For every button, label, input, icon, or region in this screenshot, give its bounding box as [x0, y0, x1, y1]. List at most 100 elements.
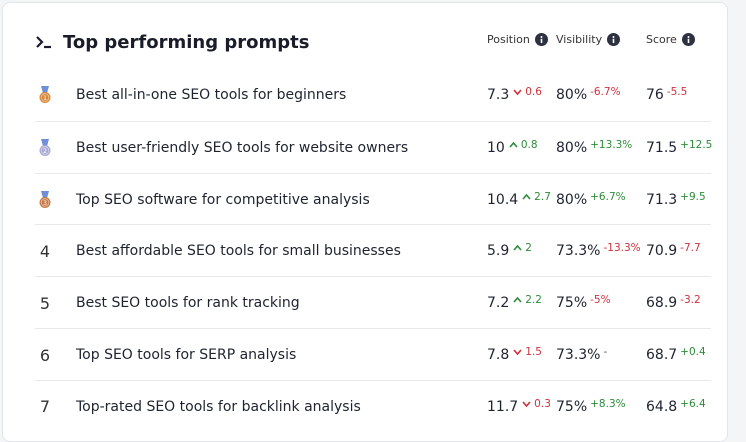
prompt-text: Best affordable SEO tools for small busi…: [76, 243, 401, 260]
visibility-cell: 73.3% -: [556, 329, 607, 381]
change: +6.7%: [590, 190, 626, 203]
change: -6.7%: [590, 86, 621, 98]
column-label: Position: [487, 33, 530, 46]
change: +12.5: [680, 138, 713, 151]
info-icon: [607, 33, 621, 46]
change: +9.5: [680, 190, 706, 203]
rank-number: 7: [39, 397, 51, 417]
change: +6.4: [680, 397, 706, 410]
trend-arrow: [513, 245, 522, 251]
visibility-cell: 75% +8.3%: [556, 381, 626, 433]
rank-number: 2: [43, 148, 47, 155]
change: -3.2: [680, 294, 701, 307]
prompt-row: 3 Top SEO software for competitive analys…: [35, 172, 711, 226]
rank: 4: [35, 225, 55, 277]
visibility-cell: 80% +13.3%: [556, 122, 632, 174]
score-value: 70.9: [646, 243, 678, 260]
trend-arrow: [509, 141, 518, 148]
change: -5.5: [666, 86, 688, 98]
position-value: 7.2: [487, 295, 510, 312]
change: 0.3: [534, 397, 551, 410]
change: -7.7: [680, 242, 701, 255]
change: 1.5: [525, 346, 542, 358]
card: Top performing prompts Position Visibilit…: [2, 2, 728, 442]
rank-number: 6: [39, 345, 51, 365]
column-header: Visibility: [556, 33, 621, 46]
info-icon: [681, 33, 695, 46]
rank: 1: [35, 69, 55, 121]
prompt-icon: [36, 36, 51, 49]
score-cell: 68.7 +0.4: [646, 329, 706, 381]
position-cell: 10 0.8: [487, 122, 538, 174]
position-value: 5.9: [487, 243, 510, 260]
score-cell: 71.3 +9.5: [646, 174, 706, 226]
medal: 2: [39, 138, 51, 156]
prompt-text: Top SEO tools for SERP analysis: [76, 347, 297, 363]
visibility-value: 75%: [556, 295, 588, 312]
change: -13.3%: [603, 242, 641, 255]
position-cell: 7.8 1.5: [487, 329, 542, 381]
score-value: 68.7: [646, 347, 678, 363]
change: 0.8: [520, 138, 538, 151]
title: Top performing prompts: [63, 31, 310, 53]
rank: 5: [35, 277, 55, 329]
prompt-text: Top SEO software for competitive analysi…: [76, 191, 370, 208]
position-value: 10.4: [487, 191, 519, 208]
score-cell: 70.9 -7.7: [646, 225, 701, 277]
trend-arrow: [522, 401, 531, 408]
change: -5%: [590, 294, 611, 307]
prompt-text: Best SEO tools for rank tracking: [76, 295, 300, 312]
rank-number: 3: [43, 200, 47, 207]
medal: 3: [39, 190, 51, 208]
change: -: [603, 346, 608, 358]
rank-number: 5: [39, 293, 51, 313]
info-icon: [534, 33, 548, 46]
trend-arrow: [513, 296, 522, 303]
column-header: Score: [646, 33, 695, 46]
title-row: Top performing prompts: [35, 29, 309, 55]
medal: 1: [39, 86, 51, 103]
position-cell: 7.3 0.6: [487, 69, 542, 121]
visibility-cell: 73.3% -13.3%: [556, 225, 641, 277]
trend-arrow: [522, 193, 531, 200]
rank: 3: [35, 174, 55, 226]
rank-number: 1: [43, 95, 47, 102]
prompt-row: 5 Best SEO tools for rank tracking 7.2 2.2 7…: [35, 276, 711, 329]
visibility-value: 80%: [556, 139, 588, 156]
position-cell: 5.9 2: [487, 225, 532, 277]
rank: 2: [35, 122, 55, 174]
position-value: 7.8: [487, 347, 510, 363]
trend-arrow: [513, 349, 522, 356]
score-cell: 64.8 +6.4: [646, 381, 706, 433]
prompt-text: Best user-friendly SEO tools for website…: [76, 139, 409, 156]
change: 0.6: [525, 86, 542, 98]
position-cell: 7.2 2.2: [487, 277, 542, 329]
score-cell: 76 -5.5: [646, 69, 687, 121]
change: 2: [525, 242, 532, 255]
score-value: 68.9: [646, 295, 678, 312]
prompt-text: Top-rated SEO tools for backlink analysi…: [76, 398, 361, 415]
trend-arrow: [513, 89, 522, 96]
visibility-value: 80%: [556, 191, 588, 208]
position-cell: 10.4 2.7: [487, 174, 551, 226]
score-value: 71.3: [646, 191, 678, 208]
visibility-value: 73.3%: [556, 243, 601, 260]
score-value: 71.5: [646, 139, 678, 156]
position-value: 10: [487, 139, 505, 156]
change: +8.3%: [590, 397, 626, 410]
prompt-row: 6 Top SEO tools for SERP analysis 7.8 1.5 73…: [35, 328, 711, 381]
position-value: 11.7: [487, 398, 519, 415]
prompt-text: Best all-in-one SEO tools for beginners: [76, 87, 347, 103]
change: +13.3%: [590, 138, 633, 151]
position-value: 7.3: [487, 87, 510, 103]
score-value: 76: [646, 87, 664, 103]
visibility-value: 80%: [556, 87, 588, 103]
column-header: Position: [487, 33, 548, 46]
page: Top performing prompts Position Visibilit…: [2, 2, 728, 442]
column-label: Visibility: [556, 33, 603, 46]
rank: 7: [35, 381, 55, 433]
change: +0.4: [680, 346, 706, 358]
prompt-row: 7 Top-rated SEO tools for backlink analys…: [35, 379, 711, 433]
rank-number: 4: [39, 241, 51, 261]
change: 2.7: [534, 190, 551, 203]
